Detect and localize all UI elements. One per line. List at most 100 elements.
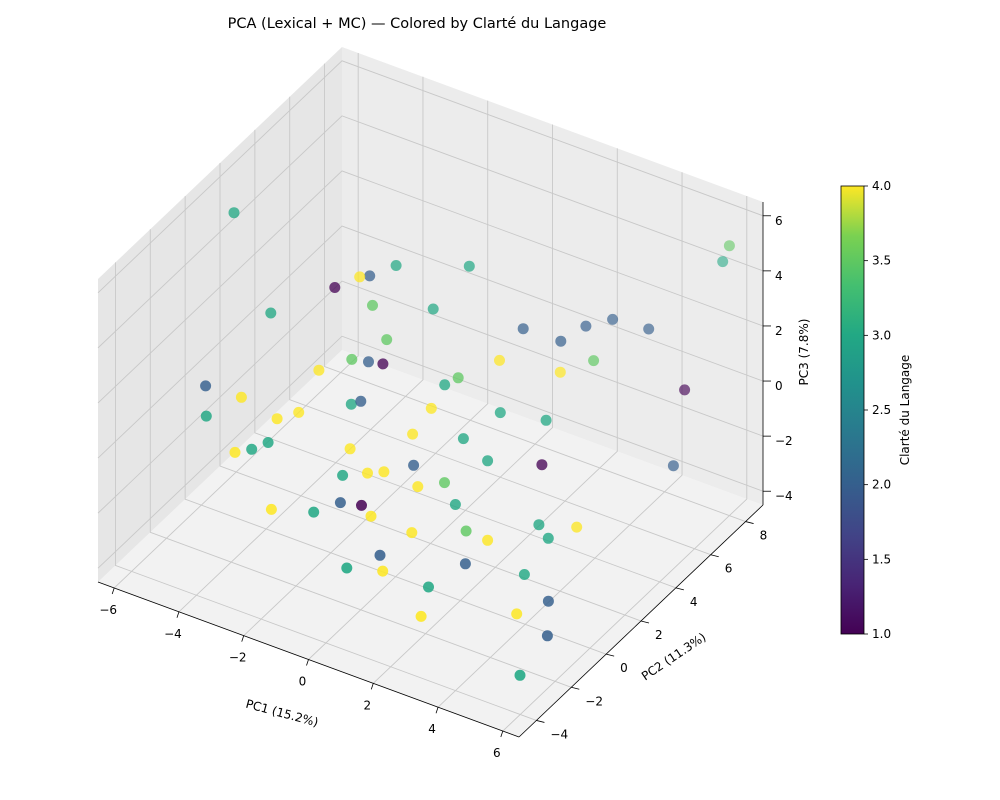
scatter-point [533,519,545,531]
z-axis-label: PC3 (7.8%) [797,319,811,386]
scatter-point [345,398,357,410]
scatter-point [542,595,554,607]
scatter-point [482,455,494,467]
scatter-point [518,569,530,580]
tick-label: −2 [775,434,793,448]
scatter-point [408,459,420,471]
scatter-point [494,354,505,366]
grid-line-y [219,163,642,622]
scatter-point [457,433,469,445]
scatter-point [329,282,341,293]
tick-label: 0 [299,675,307,689]
tick-label: −6 [99,603,117,617]
colorbar-tick-label: 3.0 [872,328,891,342]
scatter-point [571,521,583,533]
scatter-point [482,534,494,546]
colorbar: 1.0 1.5 2.0 2.5 3.0 3.5 4.0 Clarté du Langage [840,179,912,641]
tick-label: 4 [775,269,783,283]
scatter-point [228,207,240,219]
scatter-point [381,334,393,346]
scatter-point [460,525,472,537]
tick-label: 4 [690,595,698,609]
scatter-point [580,320,592,332]
scatter-point [363,356,374,368]
tick-mark [176,611,180,618]
tick-label: −2 [229,651,247,665]
tick-label: −4 [775,489,793,503]
grid-line-y [149,229,572,688]
x-axis-label: PC1 (15.2%) [244,697,320,730]
grid-line-z [97,335,764,569]
scatter-point [265,503,277,515]
scatter-point [341,562,353,574]
scatter-point [517,323,529,335]
scatter-point [511,608,523,620]
scatter-point [364,270,376,282]
tick-label: 2 [655,628,663,642]
scatter-point [271,413,283,425]
scatter-point [423,581,434,593]
scatter-point [554,366,566,378]
tick-label: 6 [775,214,783,228]
scatter-point [514,669,526,681]
scatter-point [588,355,600,367]
scatter-point [540,414,552,426]
tick-label: 2 [775,324,783,338]
scatter-point [412,481,424,493]
scatter-point [262,437,274,448]
tick-label: 4 [428,722,436,736]
scatter-point [439,477,450,489]
grid-line-z [97,60,764,294]
scatter-point [607,313,619,325]
scatter-point [390,260,402,271]
scatter-point [459,558,471,570]
tick-mark [640,620,650,624]
scatter-points [200,207,735,681]
tick-label: 6 [493,746,501,760]
grid-line-z [97,115,764,349]
scatter-point [367,299,378,311]
axes-panes [98,47,763,737]
scatter-point [344,443,356,455]
grid-line-y [254,129,677,589]
colorbar-tick-label: 1.0 [872,627,891,641]
chart-title: PCA (Lexical + MC) — Colored by Clarté d… [228,16,607,32]
tick-label: −4 [164,627,182,641]
scatter-point [377,565,389,577]
tick-label: 0 [620,661,628,675]
scatter-point [406,527,418,539]
grid-line-x [308,124,553,660]
scatter-point [356,499,367,511]
scatter-point [354,271,366,283]
grid-line-x [243,100,489,636]
scatter-point [452,372,464,384]
x-tick-labels: −6 −4 −2 0 2 4 6 [99,587,504,760]
grid-line-y [289,96,711,556]
tick-label: 6 [725,562,733,576]
scatter-point [378,466,390,478]
grid-line-y [184,196,607,655]
scatter-point [355,395,367,407]
grid-line-x [437,172,683,708]
tick-mark [306,659,309,666]
scatter-point [425,402,437,414]
scatter-point [427,303,439,315]
scatter-point [723,240,735,252]
grid-line-y [114,262,537,721]
scatter-point [200,380,212,392]
y-axis-label: PC2 (11.3%) [639,630,709,683]
tick-label: −4 [550,727,568,741]
grid-line-z [97,225,764,459]
tick-mark [435,707,439,714]
colorbar-label: Clarté du Langage [898,355,912,466]
scatter-point [200,410,212,422]
scatter-point [293,406,305,418]
scatter-point [439,379,451,391]
tick-mark [571,686,580,690]
scatter-point [407,428,419,440]
tick-label: −2 [585,694,603,708]
scatter-point [337,469,349,481]
tick-label: 0 [775,379,783,393]
scatter-point [449,499,461,510]
